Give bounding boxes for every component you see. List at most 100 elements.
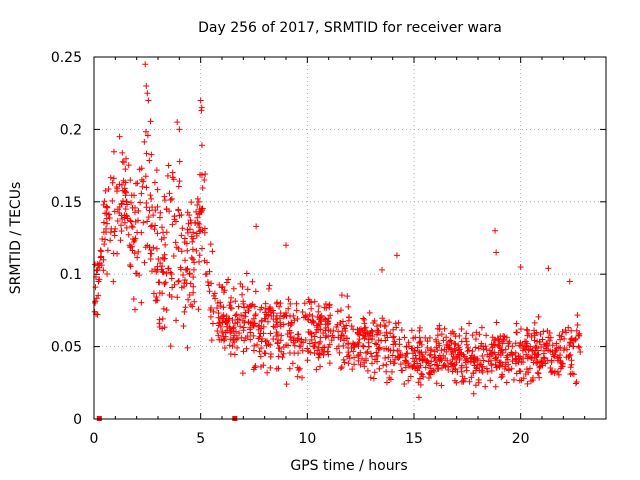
data-point: [355, 351, 362, 358]
data-point: [478, 324, 485, 331]
data-point: [442, 355, 449, 362]
data-point: [171, 213, 178, 220]
data-point: [251, 320, 258, 327]
data-point: [277, 337, 284, 344]
data-point: [93, 267, 100, 274]
data-point: [344, 353, 351, 360]
data-point: [325, 315, 332, 322]
data-point: [152, 222, 159, 229]
data-point: [572, 335, 579, 342]
data-point: [348, 323, 355, 330]
data-point: [367, 374, 374, 381]
data-point: [395, 319, 402, 326]
data-point: [472, 382, 479, 389]
data-point: [466, 378, 473, 385]
data-point: [432, 336, 439, 343]
data-point: [262, 350, 269, 357]
data-point: [405, 339, 412, 346]
data-point: [241, 313, 248, 320]
data-point: [216, 336, 223, 343]
data-point: [535, 370, 542, 377]
data-point: [219, 283, 226, 290]
data-point: [169, 174, 176, 181]
data-point: [299, 374, 306, 381]
data-point: [523, 366, 530, 373]
data-point: [153, 245, 160, 252]
data-point: [516, 367, 523, 374]
data-point: [123, 155, 130, 162]
data-point: [451, 377, 458, 384]
data-point: [420, 373, 427, 380]
x-axis-label: GPS time / hours: [290, 458, 407, 474]
data-point: [228, 294, 235, 301]
data-point: [316, 351, 323, 358]
data-point: [503, 354, 510, 361]
data-point: [364, 348, 371, 355]
data-point: [101, 198, 108, 205]
data-point: [462, 359, 469, 366]
data-point: [557, 359, 564, 366]
data-point: [265, 312, 272, 319]
data-point: [289, 360, 296, 367]
data-point: [275, 365, 282, 372]
data-point: [465, 344, 472, 351]
data-point: [197, 97, 204, 104]
data-point: [186, 212, 193, 219]
data-point: [295, 331, 302, 338]
data-point: [340, 356, 347, 363]
data-point: [102, 236, 109, 243]
data-point: [270, 323, 277, 330]
data-point: [270, 310, 277, 317]
data-point: [202, 170, 209, 177]
data-point: [503, 379, 510, 386]
data-point: [468, 374, 475, 381]
data-point: [130, 296, 137, 303]
data-point: [456, 356, 463, 363]
y-tick-label: 0.25: [51, 50, 82, 66]
data-point: [357, 361, 364, 368]
data-point: [399, 367, 406, 374]
data-point: [473, 329, 480, 336]
data-point: [131, 192, 138, 199]
data-point: [574, 321, 581, 328]
data-point: [540, 350, 547, 357]
data-point: [502, 363, 509, 370]
data-point: [474, 357, 481, 364]
data-point: [380, 362, 387, 369]
data-point: [180, 271, 187, 278]
data-point: [434, 325, 441, 332]
data-point: [431, 353, 438, 360]
data-point: [198, 142, 205, 149]
data-point: [228, 328, 235, 335]
data-point: [377, 322, 384, 329]
data-point: [424, 344, 431, 351]
data-point: [234, 316, 241, 323]
data-point: [436, 322, 443, 329]
data-point: [460, 377, 467, 384]
data-point: [533, 360, 540, 367]
data-point: [172, 239, 179, 246]
data-point: [479, 369, 486, 376]
data-point: [467, 358, 474, 365]
data-point: [267, 330, 274, 337]
data-point: [573, 327, 580, 334]
data-point: [321, 348, 328, 355]
data-point: [493, 364, 500, 371]
data-point: [576, 332, 583, 339]
data-point: [227, 336, 234, 343]
data-point: [99, 236, 106, 243]
data-point: [387, 347, 394, 354]
data-point: [438, 331, 445, 338]
data-point: [493, 249, 500, 256]
data-point: [299, 309, 306, 316]
data-point: [103, 215, 110, 222]
data-point: [424, 338, 431, 345]
data-point: [243, 270, 250, 277]
data-point: [158, 266, 165, 273]
data-point: [330, 327, 337, 334]
data-point: [548, 369, 555, 376]
data-point: [492, 227, 499, 234]
data-point: [544, 327, 551, 334]
data-point: [240, 300, 247, 307]
data-point: [100, 229, 107, 236]
